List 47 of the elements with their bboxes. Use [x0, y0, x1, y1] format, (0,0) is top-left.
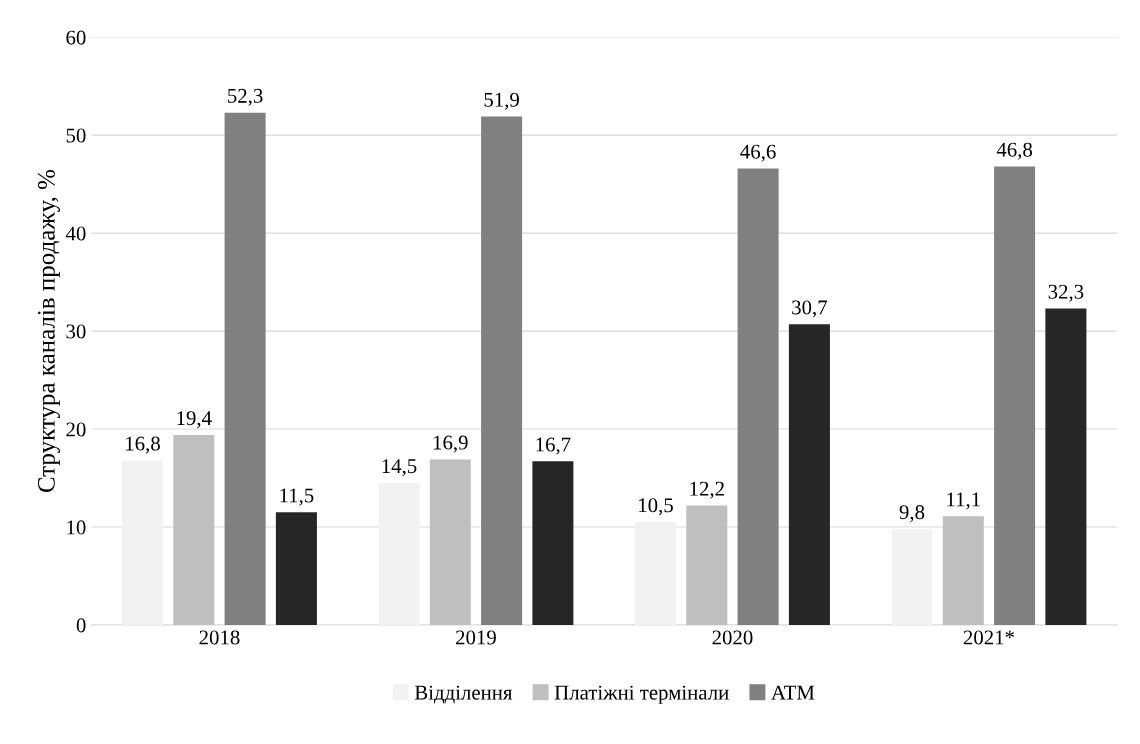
- bar: [481, 116, 523, 625]
- bar: [429, 459, 471, 625]
- bar: [224, 112, 266, 625]
- data-label: 19,4: [177, 411, 212, 429]
- legend-label: Відділення: [414, 685, 513, 704]
- data-label: 12,2: [690, 481, 724, 499]
- data-label: 11,5: [280, 488, 314, 506]
- y-tick-label: 10: [67, 520, 86, 535]
- data-label: 11,1: [947, 492, 980, 510]
- bar: [737, 168, 779, 625]
- y-tick-label: 30: [66, 324, 86, 339]
- data-label: 14,5: [382, 459, 417, 477]
- bar: [532, 461, 574, 625]
- data-label: 16,8: [126, 436, 160, 454]
- x-tick-label: 2018: [199, 630, 240, 645]
- data-label: 16,7: [536, 437, 571, 455]
- bar: [275, 512, 317, 625]
- y-axis-title: Структура каналів продажу, %: [37, 169, 60, 493]
- x-tick-label: 2019: [456, 630, 496, 645]
- x-tick-label: 2020: [712, 630, 753, 645]
- data-label: 16,9: [433, 435, 468, 453]
- bar: [121, 460, 164, 625]
- data-label: 32,3: [1048, 284, 1084, 302]
- bar: [173, 434, 215, 625]
- y-tick-label: 40: [65, 226, 86, 241]
- bar: [788, 324, 830, 625]
- y-tick-label: 0: [76, 618, 86, 633]
- x-tick-label: 2021*: [963, 630, 1014, 645]
- data-label: 46,6: [740, 144, 776, 162]
- y-tick-label: 50: [66, 128, 86, 143]
- data-label: 52,3: [228, 88, 263, 106]
- bar: [686, 505, 728, 625]
- y-tick-label: 20: [66, 422, 86, 437]
- data-label: 51,9: [484, 92, 519, 110]
- bar: [891, 528, 933, 625]
- bar: [994, 166, 1036, 625]
- bar: [378, 482, 420, 625]
- legend-label: ATM: [771, 685, 815, 700]
- data-label: 30,7: [792, 300, 828, 318]
- legend-label: Платіжні термінали: [554, 685, 729, 704]
- bar: [942, 516, 984, 625]
- data-label: 10,5: [639, 498, 673, 516]
- y-tick-label: 60: [66, 30, 86, 45]
- bar: [1045, 308, 1087, 625]
- data-label: 46,8: [996, 142, 1033, 160]
- bar: [634, 522, 677, 625]
- data-label: 9,8: [899, 505, 925, 523]
